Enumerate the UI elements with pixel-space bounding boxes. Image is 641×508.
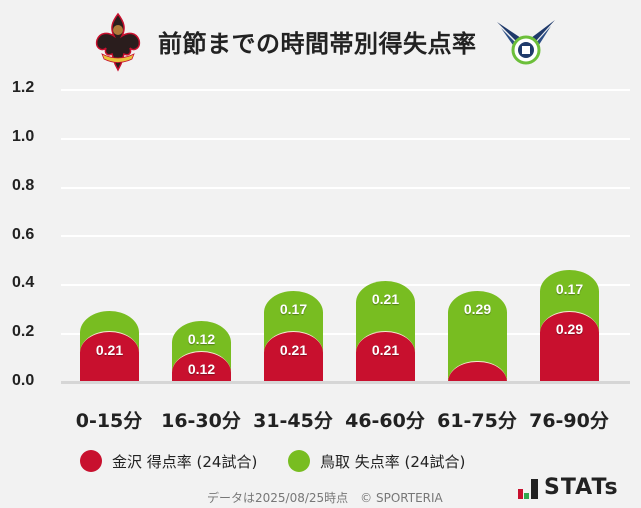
bar-home-value: 0.21 [95,342,124,358]
gridline [61,89,630,91]
bar-home-0-15 [80,331,139,382]
bar-home-value: 0.21 [279,342,308,358]
gridline [61,138,630,140]
y-tick-label: 1.0 [12,128,35,145]
bar-home-61-75 [448,361,507,382]
legend-dot-home-icon [80,450,102,472]
legend-label-home: 金沢 得点率 (24試合) [112,452,258,471]
bar-away-value: 0.17 [279,301,308,317]
bar-home-76-90 [540,311,599,382]
bar-home-16-30 [172,351,231,382]
y-tick-label: 0.8 [12,177,35,194]
x-axis-line [61,381,630,384]
gridline [61,333,630,335]
legend-item-home[interactable]: 金沢 得点率 (24試合) [80,450,257,472]
bar-home-46-60 [356,331,415,382]
legend-dot-away-icon [288,450,310,472]
bar-away-value: 0.17 [555,281,584,297]
y-tick-label: 0.0 [12,372,35,389]
legend-label-away: 鳥取 失点率 (24試合) [320,452,466,471]
stats-bars-icon [518,479,538,499]
gridline [61,187,630,189]
chart-title: 前節までの時間帯別得失点率 [158,30,477,58]
bar-away-value: 0.12 [187,331,216,347]
x-tick-label: 16-30分 [161,410,241,432]
tottori-crest-icon [497,20,555,65]
gridline [61,284,630,286]
y-tick-label: 0.4 [12,274,35,291]
gridline [61,235,630,237]
bar-home-value: 0.12 [187,361,216,377]
x-tick-label: 76-90分 [529,410,609,432]
y-tick-label: 0.6 [12,226,35,243]
chart-header: 前節までの時間帯別得失点率 [0,0,641,80]
y-tick-label: 1.2 [12,79,35,96]
bar-away-value: 0.21 [371,291,400,307]
x-tick-label: 46-60分 [345,410,425,432]
bar-home-value: 0.21 [371,342,400,358]
y-tick-label: 0.2 [12,323,35,340]
stats-logo-text: STATs [544,475,619,500]
stats-brand: STATs [518,477,619,499]
x-tick-label: 0-15分 [75,410,143,432]
footer-note: データは2025/08/25時点 © SPORTERIA [207,491,443,505]
bar-home-value: 0.29 [555,321,584,337]
x-tick-label: 31-45分 [253,410,333,432]
bar-home-31-45 [264,331,323,382]
bar-away-value: 0.29 [463,301,492,317]
x-tick-label: 61-75分 [437,410,517,432]
kanazawa-crest-icon [95,12,141,72]
legend-item-away[interactable]: 鳥取 失点率 (24試合) [288,450,465,472]
